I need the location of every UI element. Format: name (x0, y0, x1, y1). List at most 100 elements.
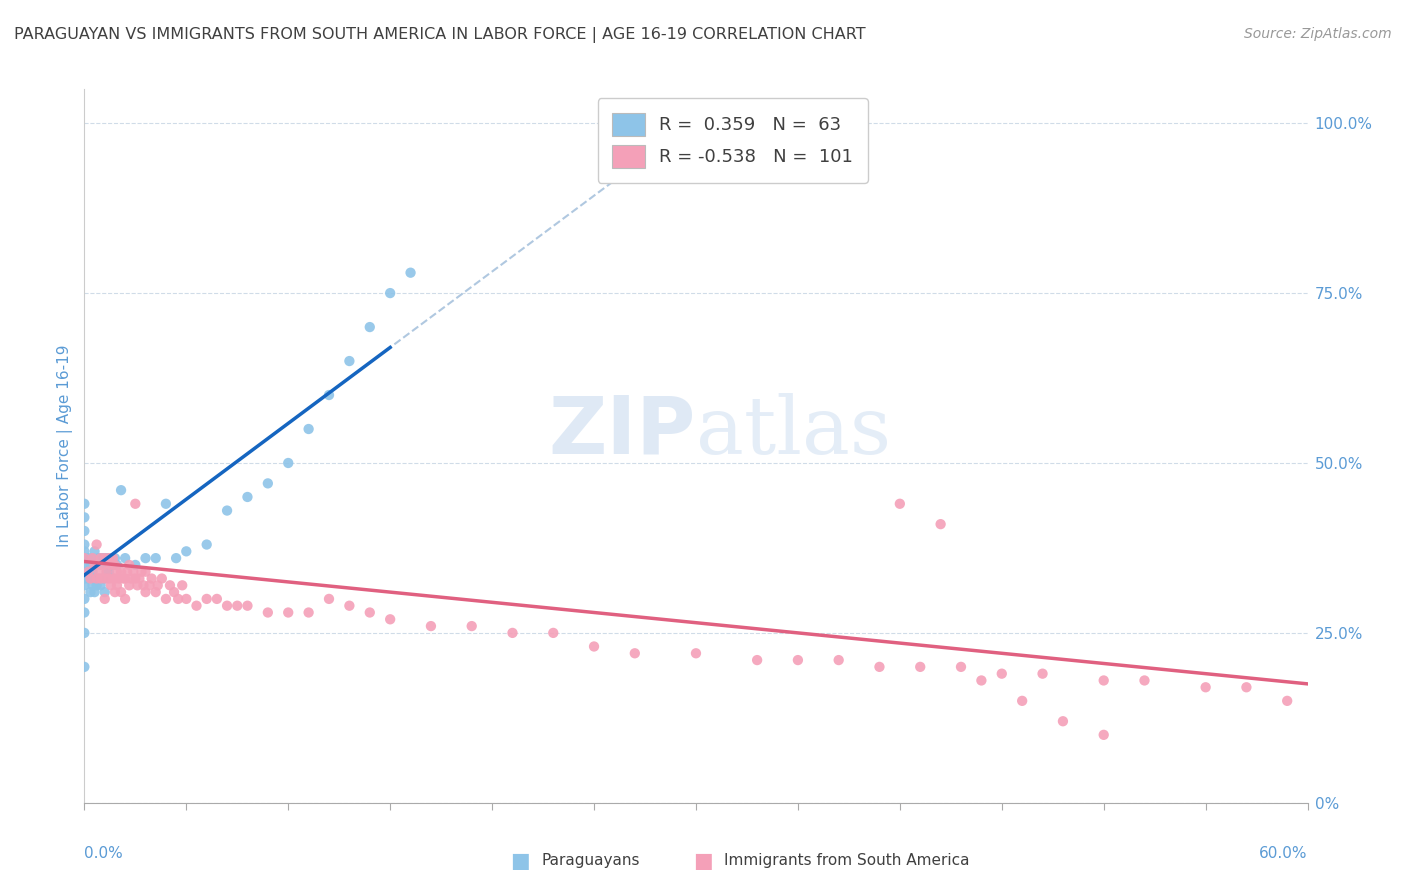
Point (120, 572, 142, 586)
Point (93, 591, 117, 606)
Point (165, 551, 187, 566)
Point (155, 497, 177, 511)
Point (73, 544, 96, 558)
Point (359, 606, 381, 620)
Point (685, 646, 707, 660)
Point (82, 565, 104, 579)
Y-axis label: In Labor Force | Age 16-19: In Labor Force | Age 16-19 (58, 344, 73, 548)
Point (399, 266, 422, 280)
Point (105, 578, 128, 592)
Point (86, 578, 108, 592)
Text: PARAGUAYAN VS IMMIGRANTS FROM SOUTH AMERICA IN LABOR FORCE | AGE 16-19 CORRELATI: PARAGUAYAN VS IMMIGRANTS FROM SOUTH AMER… (14, 27, 866, 43)
Point (910, 660, 932, 674)
Point (889, 497, 911, 511)
Point (73, 497, 96, 511)
Point (1277, 694, 1299, 708)
Point (176, 544, 198, 558)
Point (950, 660, 973, 674)
Point (163, 585, 186, 599)
Point (79, 585, 101, 599)
Point (91, 558, 114, 572)
Point (318, 591, 340, 606)
Point (159, 578, 181, 592)
Point (112, 572, 135, 586)
Point (73, 537, 96, 551)
Point (257, 476, 280, 491)
Point (83, 558, 105, 572)
Point (869, 660, 891, 674)
Point (77, 565, 100, 579)
Point (96, 551, 118, 566)
Point (115, 565, 138, 579)
Point (217, 599, 239, 613)
Point (97, 565, 120, 579)
Point (339, 599, 361, 613)
Point (110, 585, 132, 599)
Text: ■: ■ (510, 851, 530, 871)
Point (318, 388, 340, 402)
Point (104, 572, 127, 586)
Point (127, 578, 149, 592)
Point (97, 572, 120, 586)
Point (82, 578, 104, 592)
Point (86, 537, 108, 551)
Point (502, 626, 524, 640)
Point (747, 653, 769, 667)
Point (359, 320, 381, 334)
Point (87, 565, 110, 579)
Point (195, 537, 218, 551)
Point (82, 551, 104, 566)
Point (90, 578, 112, 592)
Point (73, 524, 96, 538)
Point (124, 572, 146, 586)
Point (114, 572, 136, 586)
Point (277, 606, 299, 620)
Point (73, 551, 96, 566)
Point (104, 585, 127, 599)
Point (1032, 666, 1054, 681)
Point (101, 558, 124, 572)
Point (298, 606, 321, 620)
Point (110, 565, 132, 579)
Point (86, 572, 108, 586)
Point (226, 599, 249, 613)
Point (543, 626, 565, 640)
Point (73, 578, 96, 592)
Point (90, 558, 112, 572)
Point (167, 591, 190, 606)
Point (118, 578, 141, 592)
Text: Paraguayans: Paraguayans (541, 854, 640, 868)
Point (73, 606, 96, 620)
Point (100, 578, 122, 592)
Point (277, 456, 299, 470)
Point (1011, 694, 1033, 708)
Point (236, 599, 259, 613)
Point (73, 510, 96, 524)
Point (141, 572, 163, 586)
Point (97, 551, 120, 566)
Point (132, 578, 155, 592)
Point (135, 585, 157, 599)
Point (131, 565, 153, 579)
Point (100, 558, 122, 572)
Point (86, 558, 108, 572)
Text: 0.0%: 0.0% (84, 846, 124, 861)
Legend: R =  0.359   N =  63, R = -0.538   N =  101: R = 0.359 N = 63, R = -0.538 N = 101 (598, 98, 868, 183)
Point (172, 578, 194, 592)
Point (1133, 673, 1156, 688)
Point (135, 551, 157, 566)
Text: 60.0%: 60.0% (1260, 846, 1308, 861)
Point (298, 422, 321, 436)
Point (73, 565, 96, 579)
Point (104, 558, 127, 572)
Point (87, 572, 110, 586)
Point (114, 591, 136, 606)
Point (79, 572, 101, 586)
Point (380, 286, 402, 301)
Point (96, 565, 118, 579)
Point (1092, 728, 1115, 742)
Point (176, 591, 198, 606)
Point (146, 578, 169, 592)
Point (114, 551, 136, 566)
Point (236, 490, 259, 504)
